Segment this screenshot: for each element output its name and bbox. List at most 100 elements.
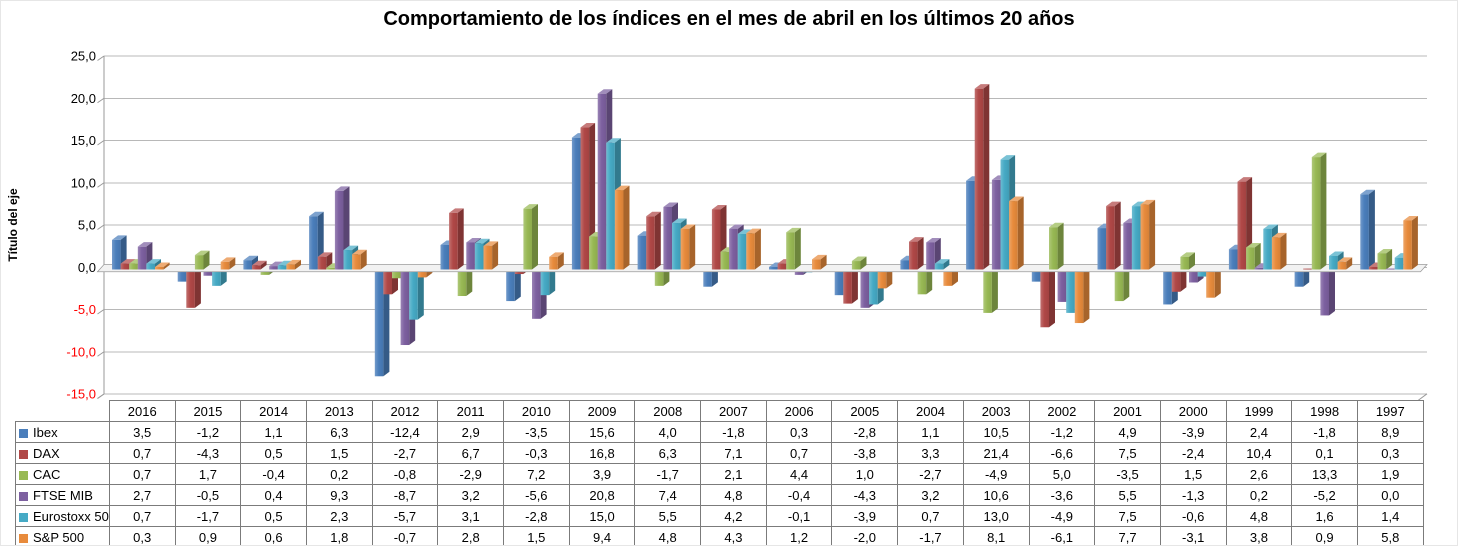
table-cell-dax-2000: -2,4 — [1159, 442, 1227, 464]
table-cell-cac-2007: 2,1 — [700, 463, 767, 485]
table-cell-s&p-500-2005: -2,0 — [831, 526, 899, 545]
table-cell-cac-2003: -4,9 — [962, 463, 1030, 485]
table-cell-ibex-2013: 6,3 — [305, 421, 373, 443]
axis-corner-bottom-left — [97, 393, 105, 399]
table-cell-ftse-mib-2001: 5,5 — [1094, 484, 1161, 506]
y-tick-label: -5,0 — [74, 302, 96, 317]
bar-cac-2003 — [983, 267, 998, 313]
year-header-2001: 2001 — [1094, 400, 1161, 422]
bar-s&p-500-2008 — [680, 224, 696, 270]
table-cell-ftse-mib-2008: 7,4 — [634, 484, 702, 506]
table-cell-dax-2014: 0,5 — [240, 442, 307, 464]
table-cell-eurostoxx-50-2016: 0,7 — [108, 505, 176, 527]
gridlines — [104, 55, 1427, 395]
data-table: 2016 2015 2014 2013 2012 2011 2010 2009 2008 2007… — [15, 400, 1424, 545]
table-cell-ibex-2005: -2,8 — [831, 421, 899, 443]
table-cell-eurostoxx-50-2002: -4,9 — [1028, 505, 1096, 527]
legend-label-dax: DAX — [15, 442, 110, 464]
table-cell-dax-2010: -0,3 — [503, 442, 570, 464]
table-cell-ibex-2008: 4,0 — [634, 421, 702, 443]
table-cell-s&p-500-2015: 0,9 — [174, 526, 242, 545]
table-cell-ftse-mib-1999: 0,2 — [1225, 484, 1293, 506]
table-cell-eurostoxx-50-2008: 5,5 — [634, 505, 702, 527]
table-cell-dax-2011: 6,7 — [437, 442, 504, 464]
table-cell-s&p-500-2001: 7,7 — [1094, 526, 1161, 545]
table-row-cac: CAC 0,7 1,7 -0,4 0,2 -0,8 -2,9 7,2 3,9 -1,7 2,1 4,4… — [15, 463, 1424, 485]
table-cell-ftse-mib-2014: 0,4 — [240, 484, 307, 506]
bar-s&p-500-2001 — [1140, 199, 1156, 270]
table-cell-s&p-500-2007: 4,3 — [700, 526, 767, 545]
table-cell-ftse-mib-2004: 3,2 — [897, 484, 964, 506]
axis-tick — [97, 351, 105, 357]
bar-cac-1997 — [1377, 248, 1393, 270]
legend-label-cac: CAC — [15, 463, 110, 485]
y-tick-label: 10,0 — [71, 175, 96, 190]
table-cell-eurostoxx-50-2012: -5,7 — [371, 505, 439, 527]
legend-label-ftse-mib: FTSE MIB — [15, 484, 110, 506]
legend-swatch-icon — [19, 428, 28, 438]
y-tick-label: 15,0 — [71, 133, 96, 148]
table-cell-dax-2002: -6,6 — [1028, 442, 1096, 464]
year-header-1998: 1998 — [1291, 400, 1358, 422]
bar-dax-2000 — [1171, 267, 1187, 292]
table-cell-eurostoxx-50-2003: 13,0 — [962, 505, 1030, 527]
bar-dax-2009 — [580, 123, 596, 270]
y-tick-label: -15,0 — [66, 387, 96, 402]
table-cell-cac-2009: 3,9 — [568, 463, 636, 485]
y-tick-label: -10,0 — [66, 344, 96, 359]
year-header-2013: 2013 — [305, 400, 373, 422]
legend-label-eurostoxx-50: Eurostoxx 50 — [15, 505, 110, 527]
table-cell-dax-2001: 7,5 — [1094, 442, 1161, 464]
year-header-2003: 2003 — [962, 400, 1030, 422]
table-cell-ibex-2004: 1,1 — [897, 421, 964, 443]
table-cell-s&p-500-2010: 1,5 — [503, 526, 570, 545]
bar-cac-2010 — [523, 204, 538, 270]
table-cell-ibex-2001: 4,9 — [1094, 421, 1161, 443]
legend-swatch-icon — [19, 533, 28, 543]
table-cell-dax-2004: 3,3 — [897, 442, 964, 464]
bar-dax-2001 — [1106, 201, 1121, 270]
table-cell-ftse-mib-2000: -1,3 — [1159, 484, 1227, 506]
table-cell-s&p-500-2006: 1,2 — [765, 526, 833, 545]
bar-ibex-2010 — [506, 267, 521, 302]
table-cell-ibex-1999: 2,4 — [1225, 421, 1293, 443]
bar-cac-2001 — [1114, 267, 1130, 302]
legend-label-ibex: Ibex — [15, 421, 110, 443]
table-cell-eurostoxx-50-2009: 15,0 — [568, 505, 636, 527]
bar-cac-2000 — [1180, 252, 1195, 270]
table-cell-ibex-2009: 15,6 — [568, 421, 636, 443]
year-header-1997: 1997 — [1356, 400, 1424, 422]
table-cell-ibex-1997: 8,9 — [1356, 421, 1424, 443]
bar-eurostoxx-50-2004 — [934, 259, 950, 270]
table-cell-ftse-mib-2007: 4,8 — [700, 484, 767, 506]
year-header-2007: 2007 — [700, 400, 767, 422]
table-cell-cac-2015: 1,7 — [174, 463, 242, 485]
table-cell-cac-2004: -2,7 — [897, 463, 964, 485]
table-cell-cac-2006: 4,4 — [765, 463, 833, 485]
y-tick-label: 25,0 — [71, 49, 96, 64]
year-header-2000: 2000 — [1159, 400, 1227, 422]
y-axis-title: Título del eje — [6, 188, 20, 262]
table-cell-ftse-mib-2006: -0,4 — [765, 484, 833, 506]
table-row-eurostoxx-50: Eurostoxx 50 0,7 -1,7 0,5 2,3 -5,7 3,1 -2,8 15,0… — [15, 505, 1424, 527]
y-tick-label: 20,0 — [71, 91, 96, 106]
table-cell-eurostoxx-50-2011: 3,1 — [437, 505, 504, 527]
chart-title: Comportamiento de los índices en el mes … — [383, 8, 1075, 30]
year-header-2005: 2005 — [831, 400, 899, 422]
table-cell-eurostoxx-50-2001: 7,5 — [1094, 505, 1161, 527]
table-cell-ftse-mib-2002: -3,6 — [1028, 484, 1096, 506]
y-tick-label: 5,0 — [78, 218, 96, 233]
table-cell-ftse-mib-2009: 20,8 — [568, 484, 636, 506]
table-cell-eurostoxx-50-2004: 0,7 — [897, 505, 964, 527]
year-header-2009: 2009 — [568, 400, 636, 422]
table-cell-ftse-mib-2011: 3,2 — [437, 484, 504, 506]
bar-dax-2015 — [186, 267, 201, 308]
table-cell-ftse-mib-2015: -0,5 — [174, 484, 242, 506]
bar-cac-2002 — [1049, 222, 1064, 270]
bar-ibex-2012 — [374, 267, 390, 377]
table-cell-dax-2007: 7,1 — [700, 442, 767, 464]
bar-cac-1999 — [1246, 243, 1261, 270]
bar-cac-2004 — [917, 267, 933, 295]
bar-cac-2006 — [786, 227, 801, 270]
